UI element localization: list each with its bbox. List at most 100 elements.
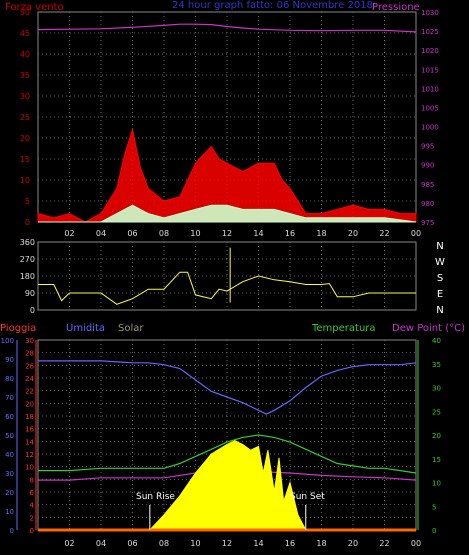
x-tick-label: 18 [316,229,326,238]
pressure-tick-label: 1020 [421,47,439,55]
x-tick-label: 10 [190,229,200,238]
direction-tick-label: 360 [20,238,35,247]
pressure-tick-label: 1015 [421,66,439,74]
rain-tick-label: 10 [25,464,34,472]
series-pressione [37,23,417,33]
wind-tick-label: 35 [20,71,30,80]
x-tick-label: 06 [127,539,137,548]
wind-tick-label: 45 [20,29,30,38]
sunset-annotation: Sun Set [290,492,325,502]
cardinal-label: E [437,289,443,300]
humidity-tick-label: 100 [1,337,14,345]
temperature-axis-title: Temperatura [311,323,376,334]
solar-axis-title: Solar [118,323,144,334]
pressure-tick-label: 1030 [421,9,439,17]
humidity-axis-title: Umidita [66,323,105,334]
wind-direction-grid [38,242,416,310]
wind-tick-label: 5 [25,197,30,206]
wind-pressure-series [37,23,417,223]
rain-tick-label: 28 [25,350,34,358]
rain-tick-label: 14 [25,438,34,446]
wind-tick-label: 50 [20,8,30,17]
x-tick-label: 08 [159,229,169,238]
pressure-tick-label: 1025 [421,28,439,36]
wind-tick-label: 40 [20,50,30,59]
humidity-tick-label: 60 [5,413,14,421]
humidity-temp-series [38,360,417,532]
series-temperatura [38,434,417,474]
pressure-tick-label: 985 [421,181,434,189]
temperature-tick-label: 40 [432,337,441,345]
rain-tick-label: 20 [25,400,34,408]
rain-tick-label: 4 [30,502,35,510]
temperature-tick-label: 5 [432,503,436,511]
x-tick-label: 06 [127,229,137,238]
temperature-tick-label: 35 [432,361,441,369]
wind-tick-label: 15 [20,155,30,164]
x-tick-label: 16 [285,539,295,548]
rain-tick-label: 30 [25,337,34,345]
wind-tick-label: 0 [25,218,30,227]
x-tick-label: 02 [64,539,74,548]
sunrise-annotation: Sun Rise [136,492,175,502]
wind-axis-title: Forza vento [5,2,64,13]
x-tick-label: 20 [348,229,358,238]
wind-tick-label: 25 [20,113,30,122]
humidity-tick-label: 80 [5,375,14,383]
pressure-tick-label: 980 [421,200,434,208]
pressure-tick-label: 1005 [421,104,439,112]
series-umidita [38,360,417,415]
rain-tick-label: 6 [30,489,35,497]
wind-tick-label: 20 [20,134,30,143]
pressure-ticks: 975 980 985 990 995 1000 1005 1010 1015 1020 1025 1… [421,9,439,227]
direction-tick-label: 90 [25,289,35,298]
series-solar [148,440,307,531]
x-tick-label: 20 [348,539,358,548]
x-tick-label: 00 [411,539,421,548]
temperature-tick-label: 25 [432,408,441,416]
humidity-tick-label: 30 [5,470,14,478]
cardinal-label: W [435,257,445,268]
x-tick-label: 16 [285,229,295,238]
temperature-tick-label: 20 [432,432,441,440]
wind-speed-ticks: 0 5 10 15 20 25 30 35 40 45 50 [20,8,30,227]
temperature-tick-label: 30 [432,385,441,393]
humidity-ticks: 0 10 20 30 40 50 60 70 80 90 100 [1,337,18,535]
rain-tick-label: 0 [30,527,34,535]
wind-direction-ticks: 0 90 180 270 360 [20,238,35,315]
pressure-tick-label: 1010 [421,85,439,93]
pressure-axis-title: Pressione [372,2,420,13]
direction-tick-label: 180 [20,272,35,281]
humidity-tick-label: 0 [10,527,14,535]
wind-tick-label: 30 [20,92,30,101]
direction-tick-label: 270 [20,255,35,264]
pressure-tick-label: 975 [421,219,434,227]
series-raffica [37,127,417,223]
direction-tick-label: 0 [30,306,35,315]
x-tick-label: 22 [379,229,389,238]
cardinal-label: N [436,241,443,252]
rain-tick-label: 2 [30,514,34,522]
x-tick-label: 08 [159,539,169,548]
wind-direction-series [38,247,416,305]
series-vento-medio [38,204,417,223]
cardinal-label: N [436,305,443,316]
temperature-tick-label: 0 [432,527,436,535]
humidity-tick-label: 90 [5,356,14,364]
pressure-tick-label: 1000 [421,124,439,132]
temperature-ticks: 0 5 10 15 20 25 30 35 40 [417,337,441,535]
x-tick-label: 22 [379,539,389,548]
humidity-tick-label: 20 [5,489,14,497]
temperature-tick-label: 15 [432,456,441,464]
pressure-tick-label: 995 [421,143,434,151]
chart-title: 24 hour graph fatto: 06 Novembre 2018 [172,0,373,11]
humidity-tick-label: 40 [5,451,14,459]
x-tick-label: 14 [253,229,263,238]
rain-tick-label: 18 [25,413,34,421]
humidity-tick-label: 70 [5,394,14,402]
rain-tick-label: 16 [25,426,34,434]
humidity-tick-label: 10 [5,508,14,516]
dewpoint-axis-title: Dew Point (°C) [392,323,465,334]
